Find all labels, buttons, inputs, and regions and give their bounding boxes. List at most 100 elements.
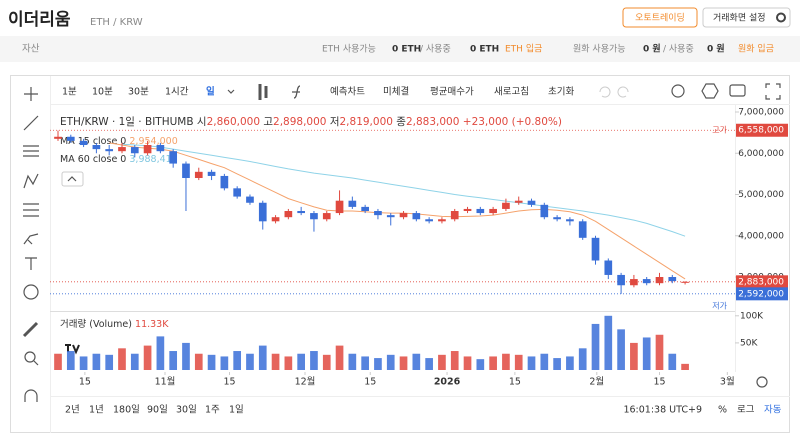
candle-body (591, 237, 600, 261)
button-label[interactable]: 오토트레이딩 (635, 13, 685, 24)
ma-line (109, 142, 686, 280)
volume-bar (476, 359, 485, 370)
candle-body (66, 136, 75, 141)
zoom-icon[interactable] (24, 351, 36, 363)
volume-bar (399, 356, 408, 370)
camera-icon[interactable] (729, 84, 746, 97)
candle-body (284, 211, 293, 218)
range[interactable]: 30일 (176, 405, 197, 416)
log-toggle[interactable]: 로그 (737, 405, 755, 416)
axis-settings-icon[interactable] (756, 376, 768, 388)
settings-button[interactable] (702, 7, 791, 28)
volume-bar (604, 315, 613, 370)
volume-bar (335, 345, 344, 370)
interval[interactable]: 30분 (128, 87, 149, 98)
volume-bar (450, 351, 459, 370)
toolbar-action[interactable]: 평균매수가 (430, 87, 474, 98)
line-icon[interactable] (23, 115, 39, 131)
collapse-icon[interactable] (67, 176, 77, 182)
undo-redo-icons[interactable] (599, 86, 629, 98)
x-tick-label: 3월 (720, 376, 735, 388)
volume-bar (489, 356, 497, 370)
x-tick-label: 15 (223, 377, 235, 388)
range[interactable]: 180일 (113, 405, 140, 416)
balance-item: ETH 사용가능 (322, 44, 376, 55)
volume-bar (92, 353, 101, 370)
dropdown-icon[interactable] (227, 89, 235, 94)
balance-item: 0 ETH (392, 45, 421, 55)
magnet-icon[interactable] (24, 389, 38, 402)
range[interactable]: 1주 (205, 405, 220, 416)
drawing-tools[interactable] (22, 87, 39, 402)
x-tick-label: 2026 (434, 377, 461, 388)
candle-body (604, 260, 613, 275)
candle-body (642, 279, 651, 284)
brush-icon[interactable] (23, 233, 39, 245)
deposit-link[interactable]: ETH 입금 (505, 43, 542, 55)
candle-body (271, 217, 280, 222)
toolbar-action[interactable]: 새로고침 (494, 87, 529, 98)
indicator-icon[interactable] (292, 85, 301, 99)
pattern-icon[interactable] (23, 173, 39, 189)
candle-body (258, 202, 267, 222)
interval[interactable]: 1분 (62, 87, 77, 98)
y-tick-label: 100K (740, 311, 764, 321)
volume-bar (54, 353, 62, 370)
range[interactable]: 2년 (65, 405, 80, 416)
button-label[interactable]: 거래화면 설정 (713, 13, 766, 24)
candle-body (425, 219, 433, 222)
candle-body (681, 281, 689, 283)
candle-body (297, 211, 305, 214)
volume-bar (194, 353, 203, 370)
volume-bar (578, 348, 587, 370)
search-icon[interactable] (671, 84, 685, 98)
fib-icon[interactable] (23, 145, 39, 157)
emoji-icon[interactable] (23, 284, 39, 300)
crosshair-icon[interactable] (24, 87, 38, 101)
volume-bar (630, 342, 638, 370)
interval[interactable]: 10분 (92, 87, 113, 98)
volume-bar (361, 356, 369, 370)
auto-trading-button[interactable] (622, 7, 698, 28)
volume-value: 11.33K (135, 319, 169, 330)
candle-body (476, 208, 485, 214)
candle-type-icon[interactable] (258, 84, 268, 100)
zoom-handle[interactable] (33, 360, 39, 366)
range[interactable]: 1년 (89, 405, 104, 416)
ohlc-key: 종 (396, 116, 406, 128)
ohlc-key: 저 (330, 116, 340, 128)
volume-bar (105, 354, 114, 370)
volume-bar (642, 337, 651, 370)
interval[interactable]: 1시간 (165, 87, 189, 98)
volume-bar (527, 356, 536, 370)
volume-bar (169, 351, 178, 370)
ruler-icon[interactable] (22, 321, 39, 338)
range[interactable]: 1일 (229, 405, 244, 416)
auto-toggle[interactable]: 자동 (764, 405, 782, 416)
projection-icon[interactable] (23, 203, 39, 217)
percent-toggle[interactable]: % (718, 405, 727, 416)
price-legend: ETH/KRW · 1일 · BITHUMB 시2,860,000 고2,898… (60, 115, 562, 128)
range[interactable]: 90일 (147, 405, 168, 416)
volume-bar (271, 353, 280, 370)
deposit-link[interactable]: 원화 입금 (738, 43, 774, 55)
volume-bar (668, 353, 677, 370)
volume-bar (386, 354, 395, 370)
candle-body (310, 213, 318, 220)
volume-bar (617, 329, 625, 370)
text-icon[interactable] (25, 257, 37, 270)
toolbar-action[interactable]: 초기화 (548, 87, 574, 98)
toolbar-action[interactable]: 미체결 (383, 87, 409, 98)
volume-bar (79, 356, 88, 370)
ma-line (121, 143, 686, 237)
candle-body (79, 140, 88, 146)
settings-icon[interactable] (701, 83, 719, 99)
volume-bar (220, 356, 229, 370)
candle-body (578, 221, 587, 238)
interval-active[interactable]: 일 (206, 86, 215, 98)
fullscreen-icon[interactable] (765, 83, 781, 100)
candle-body (322, 213, 331, 220)
collapse-button[interactable] (61, 171, 84, 187)
toolbar-action[interactable]: 예측차트 (330, 86, 365, 98)
